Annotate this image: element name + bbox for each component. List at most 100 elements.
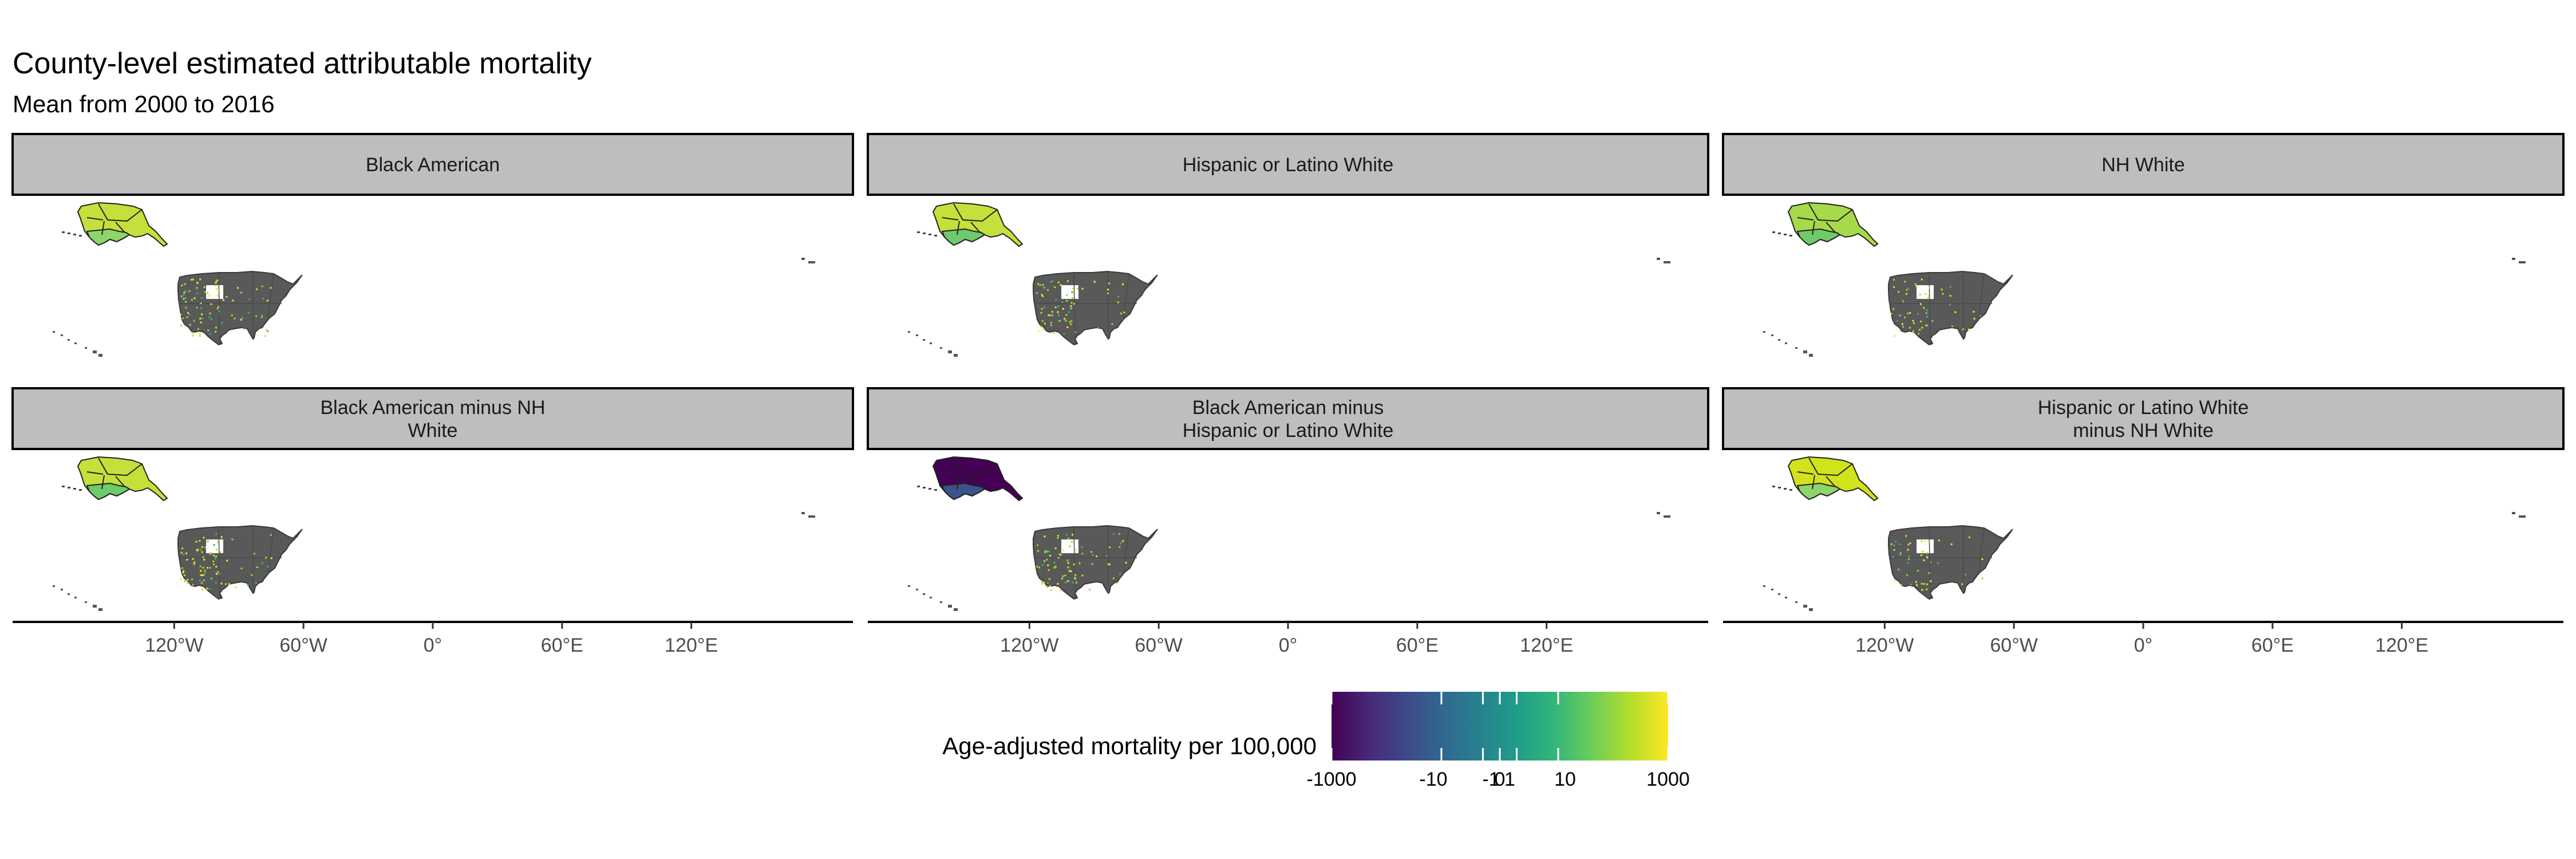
island-hawaii: [940, 347, 942, 349]
county-value: [193, 563, 195, 565]
county-value: [1116, 582, 1118, 584]
county-value: [1047, 289, 1049, 291]
county-value: [193, 297, 196, 300]
county-value: [180, 325, 183, 327]
county-value: [1089, 589, 1091, 591]
county-value: [202, 589, 204, 591]
county-value: [267, 565, 269, 568]
region-border: [1808, 458, 1853, 476]
county-value: [1044, 560, 1045, 562]
legend-tick-label: 1: [1504, 769, 1515, 790]
x-tick-label: 120°E: [665, 635, 718, 656]
county-value: [199, 335, 201, 337]
county-value: [1038, 566, 1041, 569]
county-value: [201, 551, 203, 553]
island-hawaii: [916, 334, 918, 336]
county-value: [1925, 324, 1927, 326]
region-border: [86, 217, 104, 220]
county-value: [247, 584, 249, 586]
county-value: [1922, 550, 1924, 553]
county-value: [206, 566, 208, 569]
county-value: [186, 316, 188, 318]
island: [68, 487, 70, 488]
island-hawaii: [1771, 334, 1773, 336]
county-value: [183, 553, 185, 555]
county-value: [1050, 324, 1052, 326]
region-border: [942, 217, 959, 220]
island: [801, 258, 805, 260]
county-value: [180, 551, 183, 554]
county-value: [1044, 551, 1046, 553]
county-value: [231, 314, 233, 317]
county-value: [184, 290, 187, 292]
county-value: [1923, 583, 1925, 585]
island: [934, 235, 937, 237]
county-value: [1065, 314, 1068, 316]
county-value: [218, 306, 220, 308]
county-value: [218, 310, 220, 313]
island-hawaii: [954, 608, 958, 611]
facet-panels: Black American Hispanic or Latino White NH…: [11, 133, 2565, 611]
region-border: [98, 458, 143, 476]
county-value: [1070, 302, 1073, 304]
county-value: [1061, 301, 1063, 303]
region-border: [115, 476, 125, 487]
county-value: [209, 566, 211, 569]
county-value: [1897, 320, 1899, 322]
legend-title: Age-adjusted mortality per 100,000: [942, 732, 1317, 759]
island: [2512, 258, 2515, 260]
facet-strip-label: Black American minus: [1192, 397, 1384, 419]
state-border: [1978, 273, 1985, 321]
facet-panel: Black American: [11, 133, 854, 357]
county-value: [1907, 287, 1910, 290]
county-value: [1039, 284, 1041, 286]
county-value: [270, 287, 272, 289]
county-value: [1125, 562, 1127, 564]
x-axes: 120°W 60°W 0° 60°E 120°E 120°W 60°W 0° 60°E 120°E…: [13, 621, 2563, 656]
island: [917, 486, 920, 487]
county-value: [267, 330, 269, 332]
county-value: [1909, 312, 1911, 314]
county-value: [211, 577, 212, 580]
county-value: [192, 334, 194, 337]
county-value: [1942, 293, 1944, 295]
county-value: [1057, 305, 1060, 308]
county-value: [1081, 546, 1083, 548]
island: [808, 515, 815, 518]
region-border: [1808, 203, 1853, 222]
county-value: [199, 317, 202, 320]
legend-tick-label: -1: [1482, 769, 1499, 790]
county-value: [1898, 291, 1900, 293]
county-value: [1926, 557, 1929, 558]
county-value: [202, 556, 204, 558]
county-value: [213, 554, 215, 557]
facet-strip: [867, 387, 1709, 450]
county-value: [1048, 314, 1050, 316]
county-value: [1928, 541, 1930, 543]
county-value: [1973, 318, 1976, 320]
missing-data-region: [1061, 285, 1078, 299]
island-hawaii: [61, 334, 63, 336]
county-value: [1901, 323, 1903, 325]
state-border: [1978, 527, 1985, 576]
county-value: [1072, 534, 1073, 536]
county-value: [1075, 581, 1077, 584]
county-value: [1054, 286, 1056, 288]
county-value: [215, 326, 217, 329]
county-value: [1037, 330, 1040, 333]
county-value: [1048, 578, 1050, 580]
county-value: [1054, 306, 1057, 309]
county-value: [226, 295, 228, 298]
county-value: [201, 297, 203, 299]
county-value: [183, 570, 185, 572]
county-value: [1894, 335, 1896, 337]
chart-title: County-level estimated attributable mort…: [13, 47, 592, 80]
county-value: [200, 549, 202, 551]
county-value: [232, 300, 234, 302]
county-value: [1058, 553, 1061, 555]
missing-data-region: [206, 285, 223, 299]
county-value: [1049, 314, 1052, 316]
county-value: [1074, 578, 1076, 580]
